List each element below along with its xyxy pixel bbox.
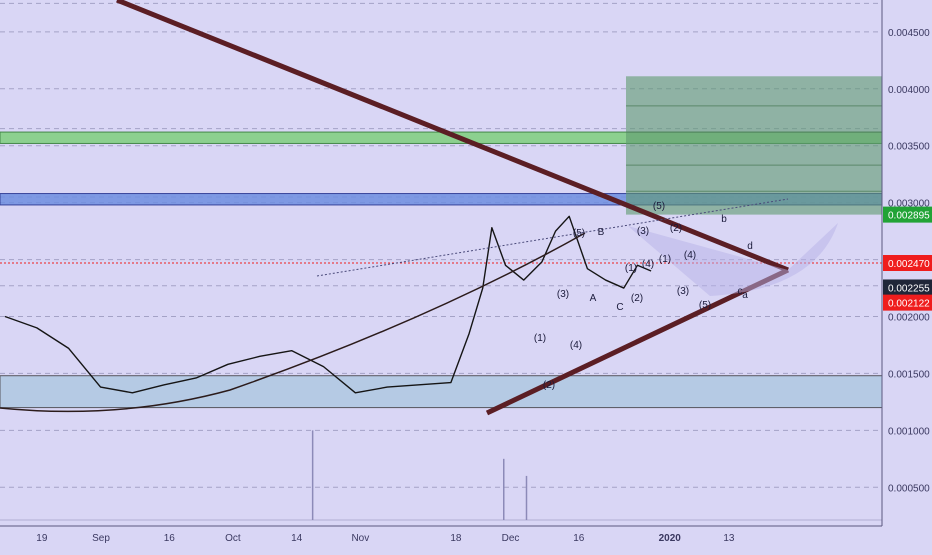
volume-layer: [0, 430, 882, 521]
x-tick-label: Nov: [351, 533, 369, 544]
wave-label: (1): [534, 333, 546, 344]
wave-label: (4): [642, 259, 654, 270]
y-tick-label: 0.001500: [888, 369, 930, 380]
price-tag: [883, 206, 932, 223]
wave-label: (3): [557, 289, 569, 300]
y-tick-label: 0.004500: [888, 28, 930, 39]
price-tag-label: 0.002255: [888, 283, 930, 294]
wave-label: (5): [653, 201, 665, 212]
wave-label: (2): [631, 293, 643, 304]
ascending-trendline: [485, 267, 790, 416]
wave-label: (4): [570, 340, 582, 351]
wave-label: (3): [677, 286, 689, 297]
wave-label: c: [738, 286, 743, 297]
wave-label: (1): [659, 254, 671, 265]
price-tag: [883, 255, 932, 271]
price-tag: [883, 294, 932, 311]
y-tick-label: 0.004000: [888, 85, 930, 96]
price-tag-label: 0.002122: [888, 299, 930, 310]
y-tick-label: 0.002000: [888, 313, 930, 324]
x-tick-label: 16: [573, 533, 585, 544]
y-tick-label: 0.003000: [888, 199, 930, 210]
y-tick-label: 0.001000: [888, 426, 930, 437]
projection-zone: [628, 223, 838, 296]
price-tag-label: 0.002470: [888, 259, 930, 270]
wave-label: A: [590, 293, 597, 304]
x-tick-label: Dec: [502, 533, 520, 544]
x-tick-label: 2020: [659, 533, 682, 544]
wave-layer: (1) (2) (3) (4) (5) A B C (1) (2) (3) (4) (5) (1) (2) (…: [534, 201, 753, 391]
price-axis: [882, 0, 932, 550]
price-tag-label: 0.002895: [888, 211, 930, 222]
wave-label: (2): [543, 380, 555, 391]
price-layer: [4, 215, 652, 394]
dotted-trendline: [316, 198, 789, 277]
y-tick-label: 0.000500: [888, 483, 930, 494]
wave-label: b: [721, 214, 727, 225]
x-tick-label: 18: [450, 533, 462, 544]
arc-curve: [0, 232, 586, 413]
target-box: [626, 76, 882, 215]
drawing-layer: [0, 0, 838, 416]
price-series-line: [4, 215, 652, 394]
wave-label: C: [616, 302, 623, 313]
x-tick-label: Oct: [225, 533, 241, 544]
wave-label: (5): [699, 300, 711, 311]
wave-label: a: [742, 290, 748, 301]
wave-label: (3): [637, 226, 649, 237]
wave-label: (2): [670, 223, 682, 234]
wave-label: (1): [625, 263, 637, 274]
x-tick-label: Sep: [92, 533, 110, 544]
x-tick-label: 19: [36, 533, 48, 544]
wave-label: (4): [684, 250, 696, 261]
wave-label: B: [598, 227, 605, 238]
descending-trendline: [116, 0, 789, 273]
wave-label: d: [747, 241, 753, 252]
support-zone: [0, 375, 883, 409]
x-tick-label: 13: [723, 533, 735, 544]
price-tag: [883, 279, 932, 296]
wave-label: (5): [573, 228, 585, 239]
y-tick-label: 0.003500: [888, 142, 930, 153]
x-tick-label: 14: [291, 533, 303, 544]
x-tick-label: 16: [164, 533, 176, 544]
